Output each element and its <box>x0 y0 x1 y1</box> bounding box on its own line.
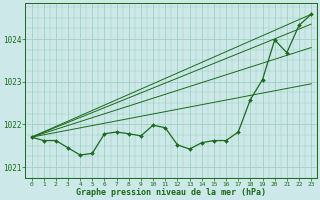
X-axis label: Graphe pression niveau de la mer (hPa): Graphe pression niveau de la mer (hPa) <box>76 188 266 197</box>
